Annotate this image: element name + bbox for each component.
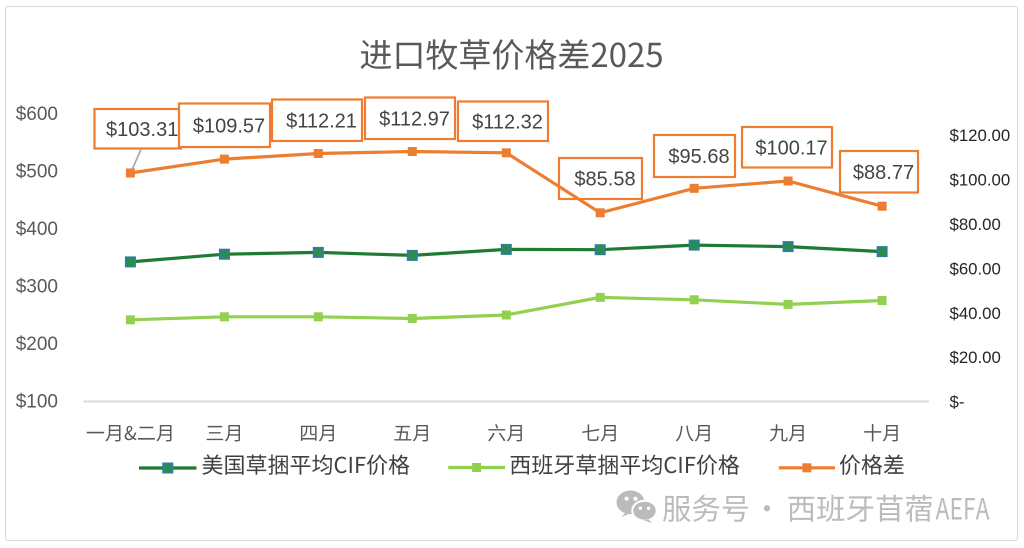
svg-text:$400: $400 <box>16 219 58 240</box>
svg-text:$500: $500 <box>16 161 58 182</box>
svg-text:$103.31: $103.31 <box>106 119 178 141</box>
svg-text:$300: $300 <box>16 276 58 297</box>
svg-text:$200: $200 <box>16 334 58 355</box>
svg-text:$100.00: $100.00 <box>950 171 1011 190</box>
svg-text:$85.58: $85.58 <box>574 169 635 191</box>
svg-text:$20.00: $20.00 <box>950 348 1001 367</box>
svg-text:$88.77: $88.77 <box>853 162 914 184</box>
svg-text:$80.00: $80.00 <box>950 215 1001 234</box>
svg-text:$600: $600 <box>16 104 58 125</box>
svg-text:$112.32: $112.32 <box>472 111 543 133</box>
svg-text:$120.00: $120.00 <box>950 126 1011 145</box>
svg-text:$-: $- <box>950 393 965 412</box>
svg-text:$100: $100 <box>16 391 58 412</box>
svg-text:$112.21: $112.21 <box>286 111 357 133</box>
svg-text:$40.00: $40.00 <box>950 304 1001 323</box>
svg-text:$112.97: $112.97 <box>379 109 450 131</box>
svg-text:$95.68: $95.68 <box>668 146 729 168</box>
svg-text:$109.57: $109.57 <box>193 115 265 137</box>
svg-text:$100.17: $100.17 <box>755 137 827 159</box>
svg-text:$60.00: $60.00 <box>950 259 1001 278</box>
